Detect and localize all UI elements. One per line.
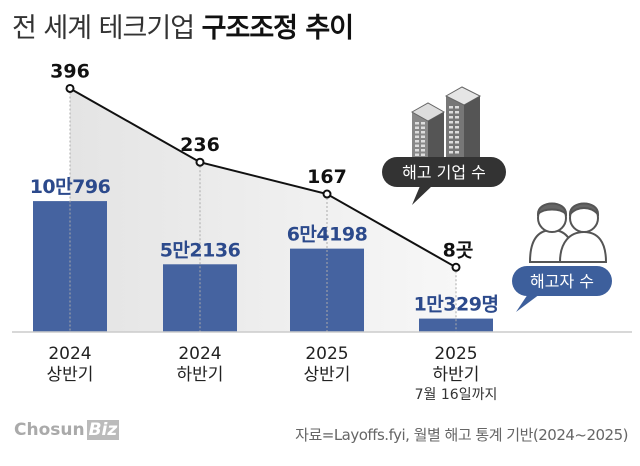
x-tick-year: 2025 xyxy=(434,344,477,364)
workers-bubble xyxy=(512,266,612,312)
window xyxy=(455,151,459,154)
window xyxy=(415,144,419,147)
window xyxy=(421,122,425,125)
bar-value-label: 1만329명 xyxy=(414,294,499,316)
line-value-label: 8곳 xyxy=(443,239,474,261)
window xyxy=(455,121,459,124)
title-bold: 구조조정 추이 xyxy=(201,13,354,44)
window xyxy=(455,111,459,114)
window xyxy=(421,126,425,129)
window xyxy=(415,153,419,156)
window xyxy=(449,146,453,149)
window xyxy=(421,144,425,147)
window xyxy=(449,151,453,154)
x-tick-year: 2025 xyxy=(305,344,348,364)
line-area xyxy=(70,88,456,332)
x-tick-note: 7월 16일까지 xyxy=(415,387,498,403)
window xyxy=(449,121,453,124)
window xyxy=(455,141,459,144)
line-point xyxy=(65,83,75,93)
window xyxy=(421,131,425,134)
x-tick-half: 하반기 xyxy=(177,365,224,385)
legend-companies: 해고 기업 수 xyxy=(402,163,486,182)
bar-value-label: 10만796 xyxy=(30,176,111,198)
window xyxy=(415,149,419,152)
line-point xyxy=(322,189,332,199)
page-title: 전 세계 테크기업 구조조정 추이 xyxy=(12,6,354,45)
x-tick-half: 상반기 xyxy=(47,365,94,385)
x-tick-half: 상반기 xyxy=(304,365,351,385)
window xyxy=(415,135,419,138)
line-series xyxy=(69,87,457,269)
x-tick-half: 하반기 xyxy=(433,365,480,385)
x-tick-year: 2024 xyxy=(48,344,91,364)
window xyxy=(455,106,459,109)
x-tick-year: 2024 xyxy=(178,344,221,364)
companies-bubble xyxy=(382,157,506,205)
title-light: 전 세계 테크기업 xyxy=(12,13,195,44)
window xyxy=(421,135,425,138)
line-value-label: 396 xyxy=(50,60,90,82)
source-note: 자료=Layoffs.fyi, 월별 해고 통계 기반(2024~2025) xyxy=(295,426,628,444)
window xyxy=(455,131,459,134)
window xyxy=(455,136,459,139)
bar-value-label: 5만2136 xyxy=(160,239,241,261)
window xyxy=(421,149,425,152)
window xyxy=(455,116,459,119)
line-point xyxy=(195,157,205,167)
window xyxy=(449,111,453,114)
window xyxy=(449,136,453,139)
window xyxy=(449,126,453,129)
window xyxy=(415,140,419,143)
logo: Chosun Biz xyxy=(14,420,120,440)
window xyxy=(449,131,453,134)
window xyxy=(449,106,453,109)
window xyxy=(449,116,453,119)
window xyxy=(449,141,453,144)
people-icon xyxy=(528,202,608,263)
window xyxy=(455,126,459,129)
window xyxy=(415,126,419,129)
window xyxy=(415,122,419,125)
window xyxy=(415,131,419,134)
line-point xyxy=(451,262,461,272)
window xyxy=(421,153,425,156)
bar-value-label: 6만4198 xyxy=(287,224,368,246)
line-value-label: 236 xyxy=(180,134,220,156)
line-value-label: 167 xyxy=(307,166,347,188)
legend-workers: 해고자 수 xyxy=(530,272,594,291)
window xyxy=(421,140,425,143)
buildings-icon xyxy=(410,86,482,168)
window xyxy=(455,146,459,149)
